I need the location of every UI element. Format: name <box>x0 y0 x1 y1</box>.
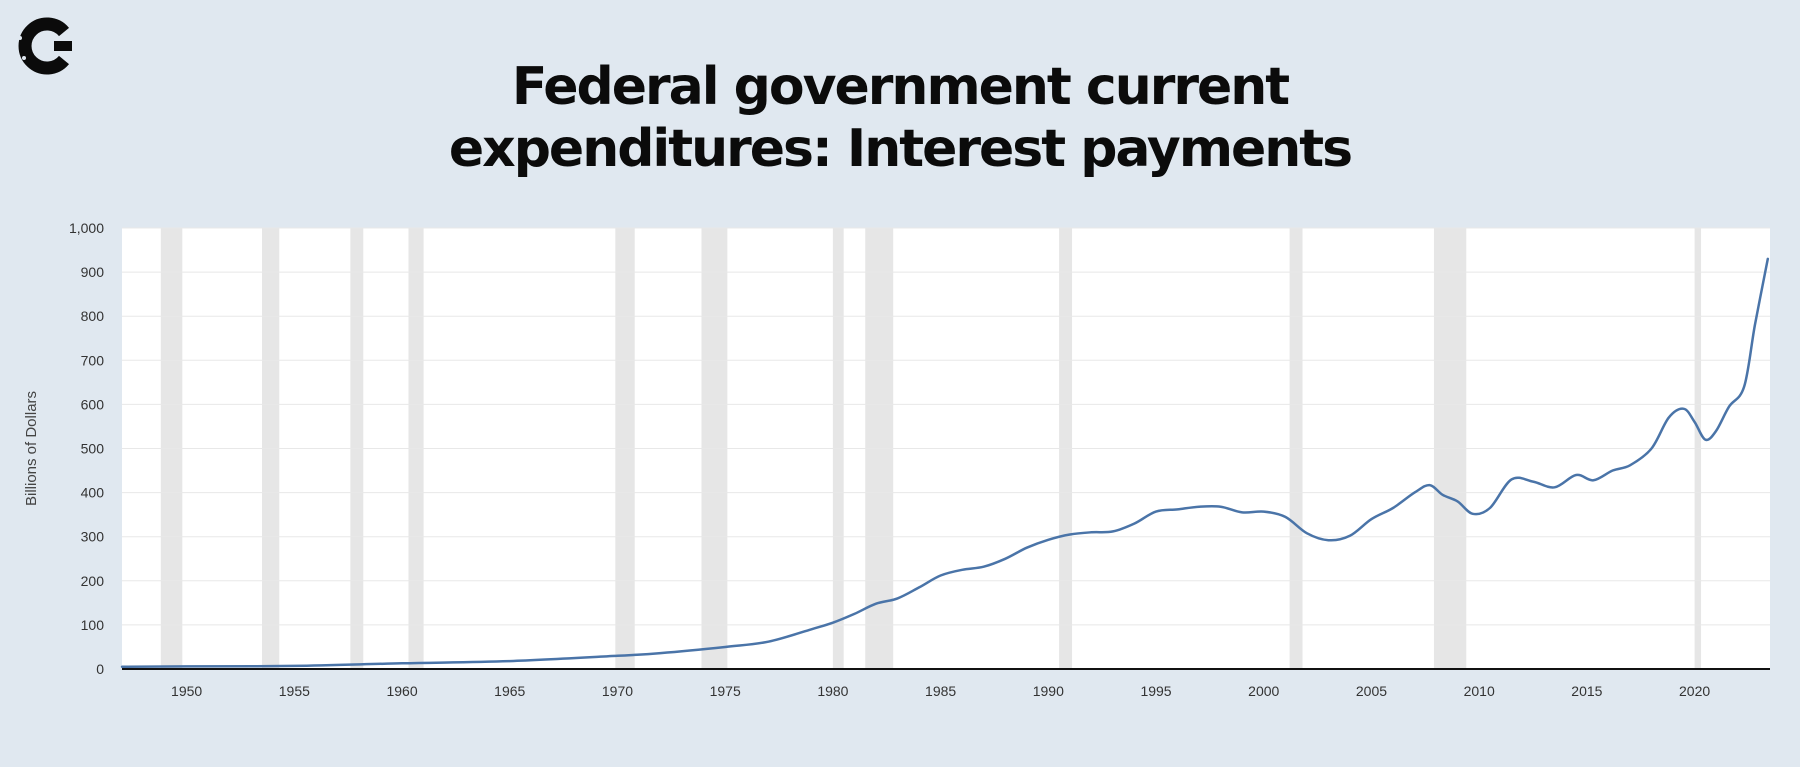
y-axis-title: Billions of Dollars <box>23 391 40 506</box>
x-tick-label-1990: 1990 <box>1033 683 1064 699</box>
y-axis-ticks: 0 100 200 300 400 500 600 700 800 900 1,000 <box>69 220 104 677</box>
c-logo-icon <box>18 17 72 75</box>
chart-title-line-2: expenditures: Interest payments <box>448 119 1353 179</box>
x-tick-label-1965: 1965 <box>494 683 525 699</box>
y-tick-label-600: 600 <box>81 396 105 412</box>
grid-lines <box>122 227 1770 626</box>
x-tick-label-2020: 2020 <box>1679 683 1710 699</box>
y-tick-label-400: 400 <box>81 485 105 501</box>
y-tick-label-1000: 1,000 <box>69 220 104 236</box>
x-tick-label-1980: 1980 <box>817 683 848 699</box>
x-tick-label-1985: 1985 <box>925 683 956 699</box>
y-tick-label-500: 500 <box>81 441 105 457</box>
series-layer <box>120 257 1770 669</box>
y-tick-label-800: 800 <box>81 308 105 324</box>
x-tick-label-1950: 1950 <box>171 683 202 699</box>
chart-title: Federal government current expenditures:… <box>0 56 1800 180</box>
x-tick-label-1975: 1975 <box>710 683 741 699</box>
y-tick-label-900: 900 <box>81 264 105 280</box>
x-tick-label-1970: 1970 <box>602 683 633 699</box>
x-axis-ticks: 1950 1955 1960 1965 1970 1975 1980 1985 1990 1995… <box>171 683 1710 699</box>
x-tick-label-2000: 2000 <box>1248 683 1279 699</box>
x-tick-label-2015: 2015 <box>1571 683 1602 699</box>
x-tick-label-2010: 2010 <box>1464 683 1495 699</box>
y-tick-label-700: 700 <box>81 352 105 368</box>
x-tick-label-1995: 1995 <box>1140 683 1171 699</box>
y-tick-label-100: 100 <box>81 617 105 633</box>
x-tick-label-2005: 2005 <box>1356 683 1387 699</box>
y-tick-label-200: 200 <box>81 573 105 589</box>
y-tick-label-0: 0 <box>96 661 104 677</box>
x-tick-label-1960: 1960 <box>386 683 417 699</box>
y-tick-label-300: 300 <box>81 529 105 545</box>
x-tick-label-1955: 1955 <box>279 683 310 699</box>
series-line-0 <box>120 257 1770 669</box>
chart-title-line-1: Federal government current <box>511 57 1290 117</box>
